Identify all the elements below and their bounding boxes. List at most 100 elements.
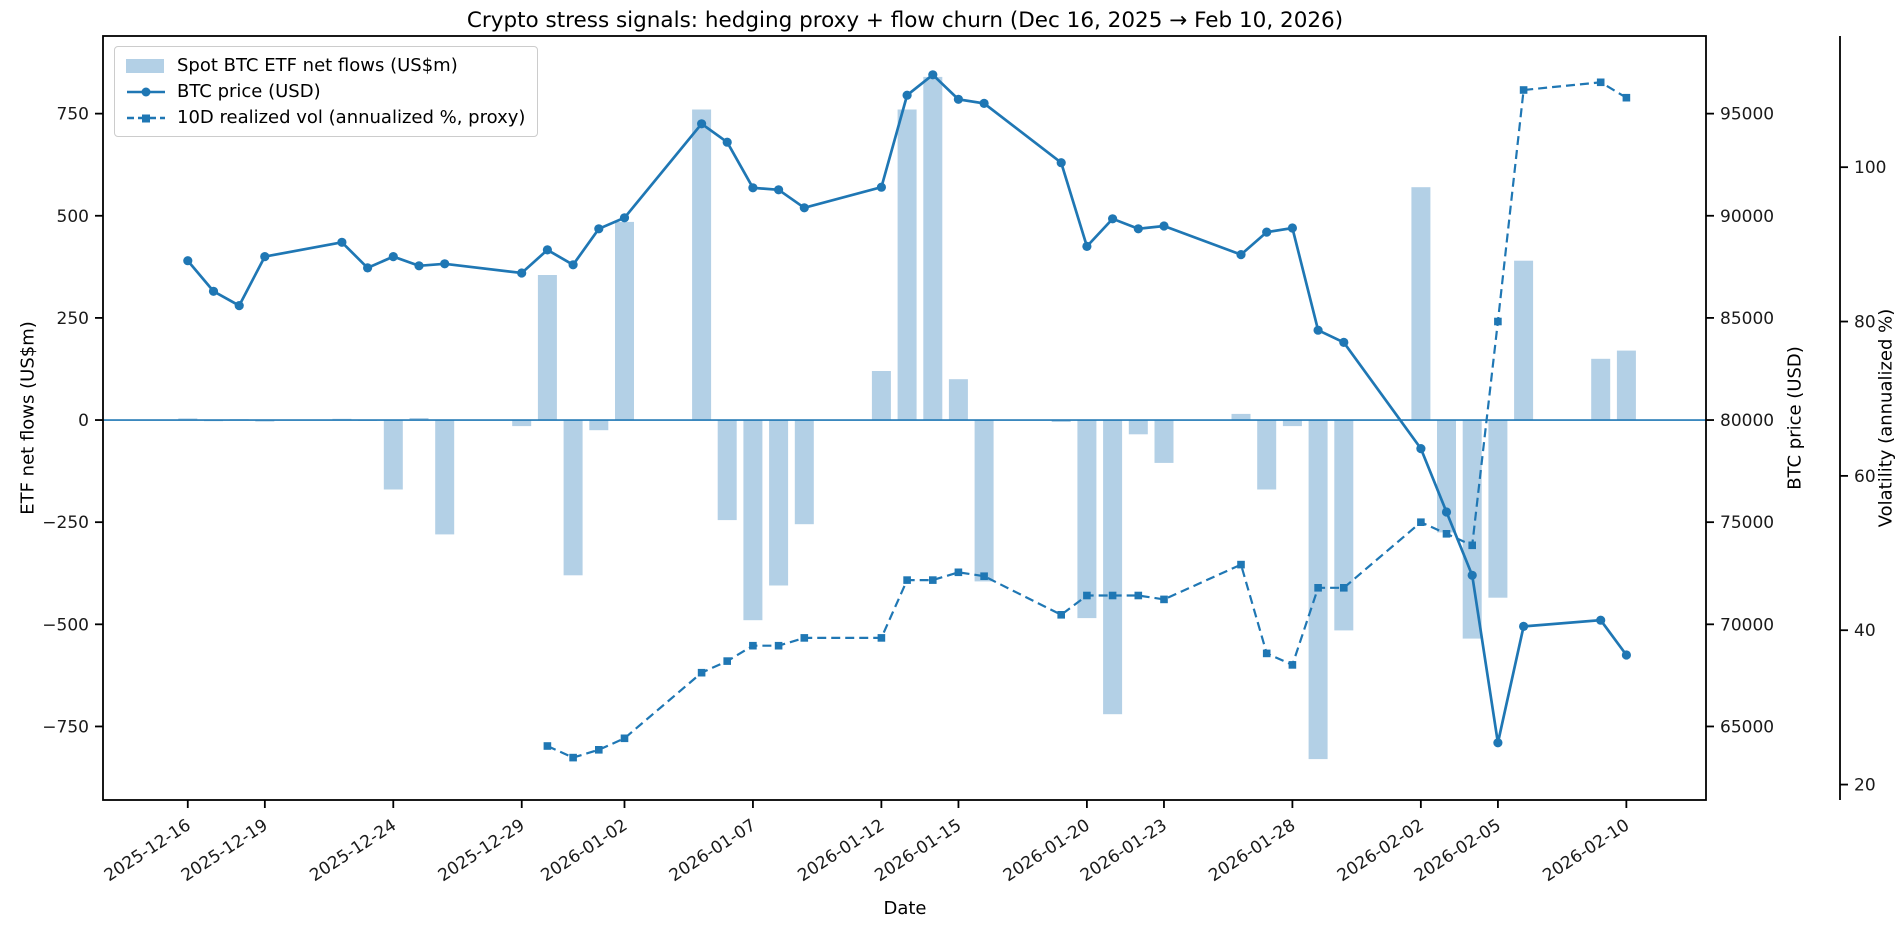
price-marker <box>1133 224 1143 234</box>
x-tick-label: 2025-12-29 <box>435 815 529 886</box>
price-marker <box>979 98 989 108</box>
vol-marker <box>800 634 809 642</box>
vol-marker <box>1340 584 1348 592</box>
flow-bar <box>897 109 917 420</box>
price-marker <box>799 203 809 213</box>
flow-bar <box>1051 420 1071 422</box>
vol-marker <box>1417 518 1425 526</box>
price-marker <box>440 259 450 269</box>
legend: Spot BTC ETF net flows (US$m) BTC price … <box>114 46 539 137</box>
flow-bar <box>537 275 557 420</box>
vol-marker <box>1108 591 1117 600</box>
y-axis-label-price: BTC price (USD) <box>1784 346 1806 490</box>
price-marker <box>337 237 347 247</box>
vol-marker <box>1134 591 1143 600</box>
price-tick-label: 95000 <box>1720 105 1774 125</box>
price-marker <box>1287 223 1297 233</box>
vol-marker <box>877 634 886 642</box>
flow-bar <box>563 420 583 576</box>
price-marker <box>260 252 270 262</box>
flow-bar <box>769 420 789 586</box>
flow-bar <box>383 420 403 490</box>
x-tick-label: 2026-01-28 <box>1205 815 1299 886</box>
legend-label-flows: Spot BTC ETF net flows (US$m) <box>177 55 458 76</box>
legend-label-price: BTC price (USD) <box>177 81 321 102</box>
flow-bar <box>1334 420 1354 631</box>
price-marker <box>1082 241 1092 251</box>
y-axis-label-volatility: Volatility (annualized %) <box>1875 308 1897 528</box>
flow-bar <box>615 221 634 420</box>
price-tick-label: 80000 <box>1720 411 1774 431</box>
vol-marker <box>569 753 577 762</box>
price-marker <box>568 260 578 270</box>
price-marker <box>183 256 193 266</box>
price-marker <box>876 182 887 192</box>
price-marker <box>1621 650 1631 660</box>
flow-bar <box>923 76 943 421</box>
flow-bar <box>178 418 198 420</box>
vol-marker <box>543 742 552 750</box>
vol-tick-label: 60 <box>1854 467 1876 487</box>
legend-item-flows: Spot BTC ETF net flows (US$m) <box>125 55 525 76</box>
price-marker <box>517 268 527 278</box>
x-tick-label: 2025-12-19 <box>178 815 272 886</box>
price-marker <box>619 213 630 223</box>
vol-tick-label: 20 <box>1854 776 1876 796</box>
x-tick-label: 2026-01-20 <box>1000 815 1094 886</box>
price-marker <box>594 224 604 234</box>
price-tick-label: 65000 <box>1720 717 1774 737</box>
price-marker <box>1416 444 1426 454</box>
flow-bar <box>794 420 814 525</box>
x-tick-label: 2025-12-16 <box>101 815 195 886</box>
price-marker <box>1339 337 1349 347</box>
y-axis-label-flows: ETF net flows (US$m) <box>17 321 39 515</box>
x-tick-label: 2026-02-02 <box>1334 815 1428 886</box>
flow-bar <box>1616 350 1636 421</box>
price-marker <box>902 90 912 100</box>
flow-bar <box>1488 420 1508 598</box>
x-tick-label: 2026-02-10 <box>1539 815 1633 886</box>
vol-marker <box>1494 317 1502 326</box>
price-marker <box>1108 214 1118 224</box>
chart-title: Crypto stress signals: hedging proxy + f… <box>466 8 1344 33</box>
flow-bar <box>589 420 609 431</box>
price-marker <box>697 119 707 129</box>
flow-bar <box>1462 420 1482 639</box>
price-tick-label: 75000 <box>1720 513 1774 533</box>
x-tick-label: 2026-01-07 <box>666 815 760 886</box>
vol-marker <box>723 657 731 665</box>
flow-bar <box>1411 187 1431 421</box>
vol-marker <box>1288 661 1297 669</box>
vol-marker <box>697 668 706 677</box>
vol-tick-label: 40 <box>1854 621 1876 641</box>
vol-marker <box>1083 591 1091 600</box>
vol-tick-label: 100 <box>1854 158 1886 178</box>
price-marker <box>388 252 398 262</box>
vol-marker <box>774 641 783 650</box>
price-marker <box>234 301 244 311</box>
vol-marker <box>1468 541 1476 550</box>
price-tick-label: 70000 <box>1720 615 1774 635</box>
vol-marker <box>1237 560 1245 569</box>
vol-marker <box>1622 93 1631 102</box>
x-tick-label: 2026-01-15 <box>871 815 965 886</box>
vol-marker <box>903 576 911 584</box>
vol-marker <box>1057 611 1065 619</box>
price-marker <box>1159 221 1169 231</box>
flow-bar <box>1231 413 1251 420</box>
flows-tick-label: 500 <box>57 207 89 227</box>
price-marker <box>414 261 424 271</box>
price-marker <box>1519 621 1529 632</box>
vol-marker <box>980 572 988 580</box>
flows-tick-label: 750 <box>57 105 89 125</box>
flow-bar <box>409 418 429 420</box>
price-marker <box>1441 507 1452 517</box>
flows-tick-label: 250 <box>57 309 89 329</box>
flow-bar <box>435 420 455 535</box>
vol-marker <box>749 641 757 650</box>
price-marker <box>953 94 964 104</box>
x-tick-label: 2026-01-02 <box>537 815 631 886</box>
price-marker <box>1056 158 1066 168</box>
flow-bar <box>1128 420 1148 435</box>
legend-item-vol: 10D realized vol (annualized %, proxy) <box>125 107 525 128</box>
